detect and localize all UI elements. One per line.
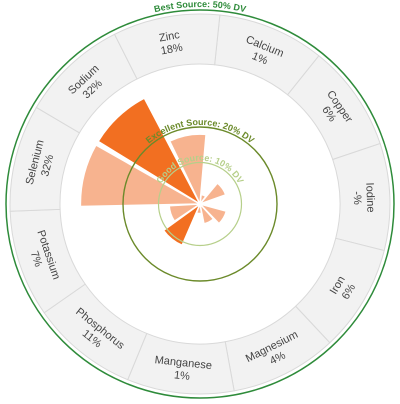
label-ring: Calcium1%Copper6%Iodine-%Iron6%Magnesium… <box>9 13 391 395</box>
bar-sodium <box>97 97 202 207</box>
nutrient-name: Iodine <box>363 182 376 212</box>
nutrient-value: 18% <box>160 42 184 58</box>
nutrient-name: Manganese <box>154 354 212 372</box>
nutrient-value: -% <box>351 191 364 205</box>
bar-magnesium <box>198 201 215 225</box>
good-source-ring <box>157 161 243 247</box>
excellent-source-ring <box>122 126 278 282</box>
segment-zinc <box>113 13 221 80</box>
nutrient-name: Zinc <box>158 29 181 45</box>
bars <box>79 97 228 247</box>
best-source-ring <box>5 9 395 399</box>
bar-zinc <box>168 133 207 207</box>
bar-potassium <box>168 203 203 223</box>
bar-iron <box>197 202 228 225</box>
nutrient-value: 1% <box>250 50 269 67</box>
bar-copper <box>197 181 227 206</box>
nutrient-value: 7% <box>28 250 45 269</box>
bar-selenium <box>79 144 203 208</box>
nutrient-value: 32% <box>39 153 56 177</box>
label-iodine: Iodine-% <box>351 182 377 212</box>
nutrient-value: 1% <box>173 369 190 383</box>
